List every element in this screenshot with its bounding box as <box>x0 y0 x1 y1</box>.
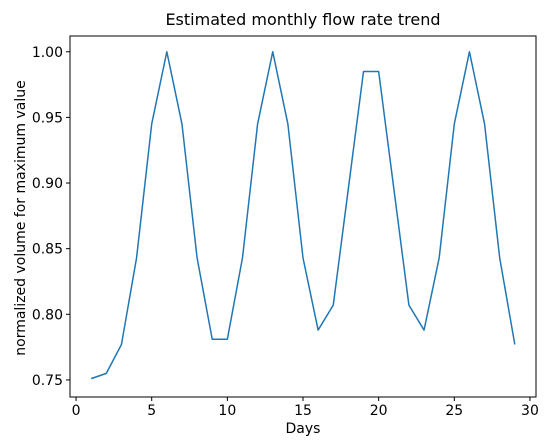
series-line-0 <box>90 51 516 380</box>
x-tick-label: 20 <box>370 403 388 419</box>
y-axis-label: normalized volume for maximum value <box>13 80 29 356</box>
x-tick-label: 5 <box>147 403 156 419</box>
x-axis-label: Days <box>286 421 321 437</box>
x-axis-ticks: 0 5 10 15 20 25 30 <box>72 397 539 419</box>
x-tick-label: 30 <box>521 403 539 419</box>
y-tick-label: 1.00 <box>32 45 63 61</box>
x-tick-label: 0 <box>72 403 81 419</box>
y-tick-label: 0.95 <box>32 110 63 126</box>
y-tick-label: 0.90 <box>32 176 63 192</box>
y-axis-ticks: 0.75 0.80 0.85 0.90 0.95 1.00 <box>32 45 70 389</box>
plot-frame <box>69 35 537 398</box>
plot-area <box>69 35 537 398</box>
x-tick-label: 15 <box>294 403 312 419</box>
x-tick-label: 25 <box>445 403 463 419</box>
x-tick-label: 10 <box>218 403 236 419</box>
y-tick-label: 0.75 <box>32 373 63 389</box>
y-tick-label: 0.80 <box>32 307 63 323</box>
y-tick-label: 0.85 <box>32 242 63 258</box>
chart-title: Estimated monthly flow rate trend <box>165 10 440 29</box>
